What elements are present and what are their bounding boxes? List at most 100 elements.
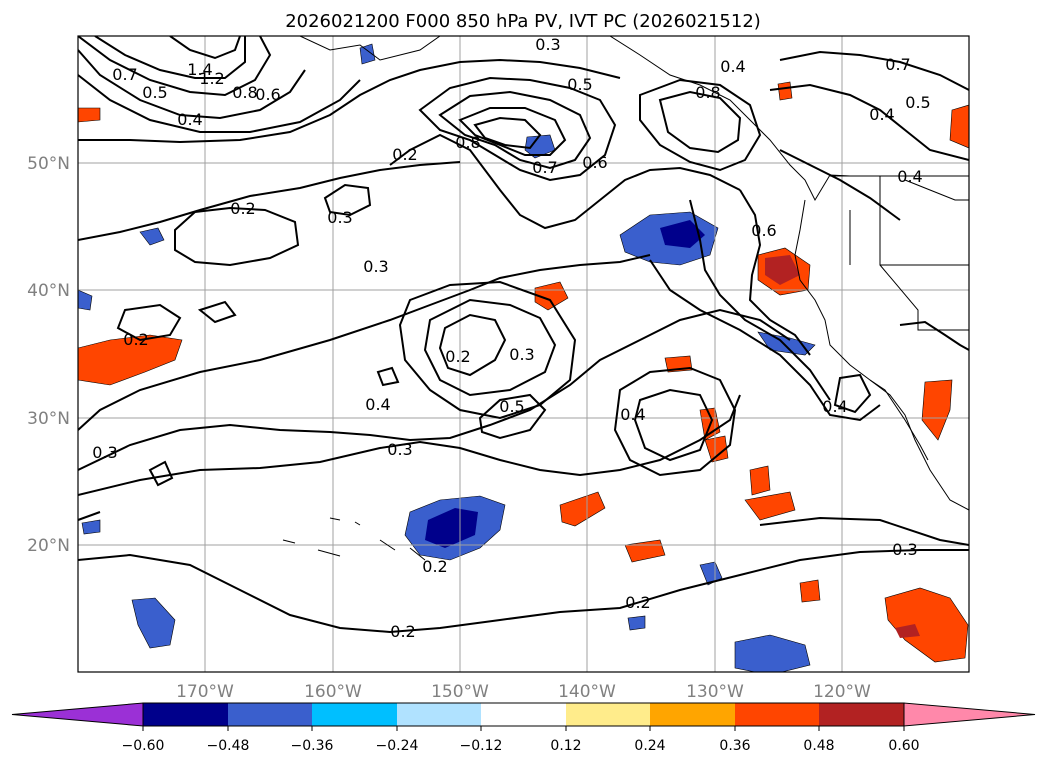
colorbar-tick-label: 0.36	[719, 738, 750, 754]
contour-label: 0.2	[625, 593, 650, 612]
contour-0.3-south	[78, 511, 969, 546]
colorbar-ticks	[142, 726, 905, 731]
contour-label: 0.4	[177, 110, 202, 129]
contour-label: 0.8	[232, 83, 257, 102]
neg-fill-small-3	[359, 43, 376, 65]
colorbar-tick-label: 0.12	[550, 738, 581, 754]
pos-fill-1	[534, 281, 569, 311]
colorbar-high-extension	[903, 702, 1036, 727]
neg-fill-south-1	[734, 634, 811, 672]
pos-fill-sw-core	[895, 624, 920, 638]
contour-label: 0.4	[620, 405, 645, 424]
contour-west-loop	[116, 303, 182, 342]
baja	[869, 379, 929, 461]
contour-label: 0.3	[92, 443, 117, 462]
contour-label: 0.8	[695, 83, 720, 102]
pos-fill-4	[749, 465, 771, 496]
contour-label: 0.3	[327, 208, 352, 227]
contour-label: 0.6	[751, 221, 776, 240]
contour-ne-2	[769, 83, 969, 161]
colorbar-tick-label: −0.24	[376, 738, 419, 754]
contour-label: 0.3	[535, 35, 560, 54]
canada-islands	[904, 179, 969, 201]
pv-contours	[78, 36, 969, 634]
lat-label-30n: 30°N	[27, 409, 70, 429]
contour-label: 0.3	[363, 257, 388, 276]
lon-label-150w: 150°W	[431, 682, 489, 702]
contour-label: 0.3	[509, 345, 534, 364]
contour-0.7-east	[658, 90, 742, 154]
contour-nw-2	[94, 36, 246, 79]
contour-label: 0.5	[499, 397, 524, 416]
contour-0.4-east	[613, 366, 737, 477]
lon-label-120w: 120°W	[813, 682, 871, 702]
contour-label: 0.2	[230, 199, 255, 218]
contour-small-1	[323, 183, 372, 217]
pos-fill-10	[78, 107, 101, 123]
contour-0.2-south	[78, 549, 969, 634]
lon-label-170w: 170°W	[176, 682, 234, 702]
contour-label: 0.3	[892, 540, 917, 559]
contour-labels: 1.4 1.2 0.8 0.6 0.7 0.5 0.4 0.3 0.5 0.4 …	[92, 35, 930, 641]
latitude-labels: 50°N 40°N 30°N 20°N	[27, 154, 70, 556]
contour-0.7-north	[458, 107, 567, 156]
alaska-coast	[299, 36, 441, 61]
contour-0.3-upper	[78, 161, 461, 241]
contour-0.3-lower	[78, 394, 741, 496]
neg-fill-small-4	[81, 519, 101, 535]
contour-0.6-north	[438, 90, 592, 170]
contour-0.5-north	[418, 76, 617, 182]
contour-0.2-north	[174, 206, 300, 267]
contour-0.6-coast	[739, 189, 811, 356]
lon-label-130w: 130°W	[686, 682, 744, 702]
hawaii-islands	[282, 517, 426, 561]
contour-label: 0.4	[365, 395, 390, 414]
contour-label: 0.5	[567, 75, 592, 94]
pos-fill-5	[744, 491, 796, 521]
contour-label: 0.2	[390, 622, 415, 641]
contour-south-east	[833, 373, 872, 414]
longitude-labels: 170°W 160°W 150°W 140°W 130°W 120°W	[176, 682, 871, 702]
pos-fill-west	[78, 334, 183, 386]
contour-ne-1	[779, 50, 969, 91]
colorbar-segment	[566, 703, 650, 726]
contour-label: 0.7	[885, 55, 910, 74]
contour-label: 0.2	[422, 557, 447, 576]
colorbar-segment	[819, 703, 904, 726]
map-title: 2026021200 F000 850 hPa PV, IVT PC (2026…	[285, 11, 761, 32]
neg-fill-ne-pacific-core	[660, 220, 705, 248]
contour-0.2-central	[78, 308, 791, 471]
contour-nw-6	[78, 58, 621, 144]
contour-nw-3	[78, 49, 306, 120]
contour-label: 0.4	[897, 167, 922, 186]
colorbar-segment	[735, 703, 819, 726]
contour-nw-1	[78, 36, 272, 97]
contour-0.5-loop	[478, 393, 547, 440]
colorbar-tick-label: 0.24	[634, 738, 665, 754]
contour-0.5-east	[633, 388, 714, 462]
contour-0.2-loop	[438, 313, 507, 377]
colorbar-segment	[312, 703, 397, 726]
lat-label-20n: 20°N	[27, 536, 70, 556]
pos-fill-california-core	[765, 255, 800, 285]
colorbar-tick-label: −0.60	[122, 738, 165, 754]
pos-fill-mexico	[921, 379, 953, 441]
pos-fill-3	[704, 435, 729, 463]
contour-label: 1.2	[199, 69, 224, 88]
contour-label: 0.3	[387, 440, 412, 459]
contour-ne-3	[779, 149, 901, 221]
contour-label: 0.2	[392, 145, 417, 164]
contour-label: 0.6	[582, 153, 607, 172]
colorbar-tick-label: −0.48	[207, 738, 250, 754]
contour-label: 1.4	[187, 60, 212, 79]
contour-nw-4	[78, 74, 361, 133]
colorbar-low-extension	[11, 702, 144, 727]
colorbar-tick-label: 0.60	[888, 738, 919, 754]
colorbar-segment	[228, 703, 312, 726]
contour-small-2	[148, 460, 174, 487]
colorbar-tick-label: −0.36	[291, 738, 334, 754]
colorbar-segment	[650, 703, 735, 726]
lat-label-40n: 40°N	[27, 281, 70, 301]
contour-0.4-coast	[649, 259, 881, 422]
